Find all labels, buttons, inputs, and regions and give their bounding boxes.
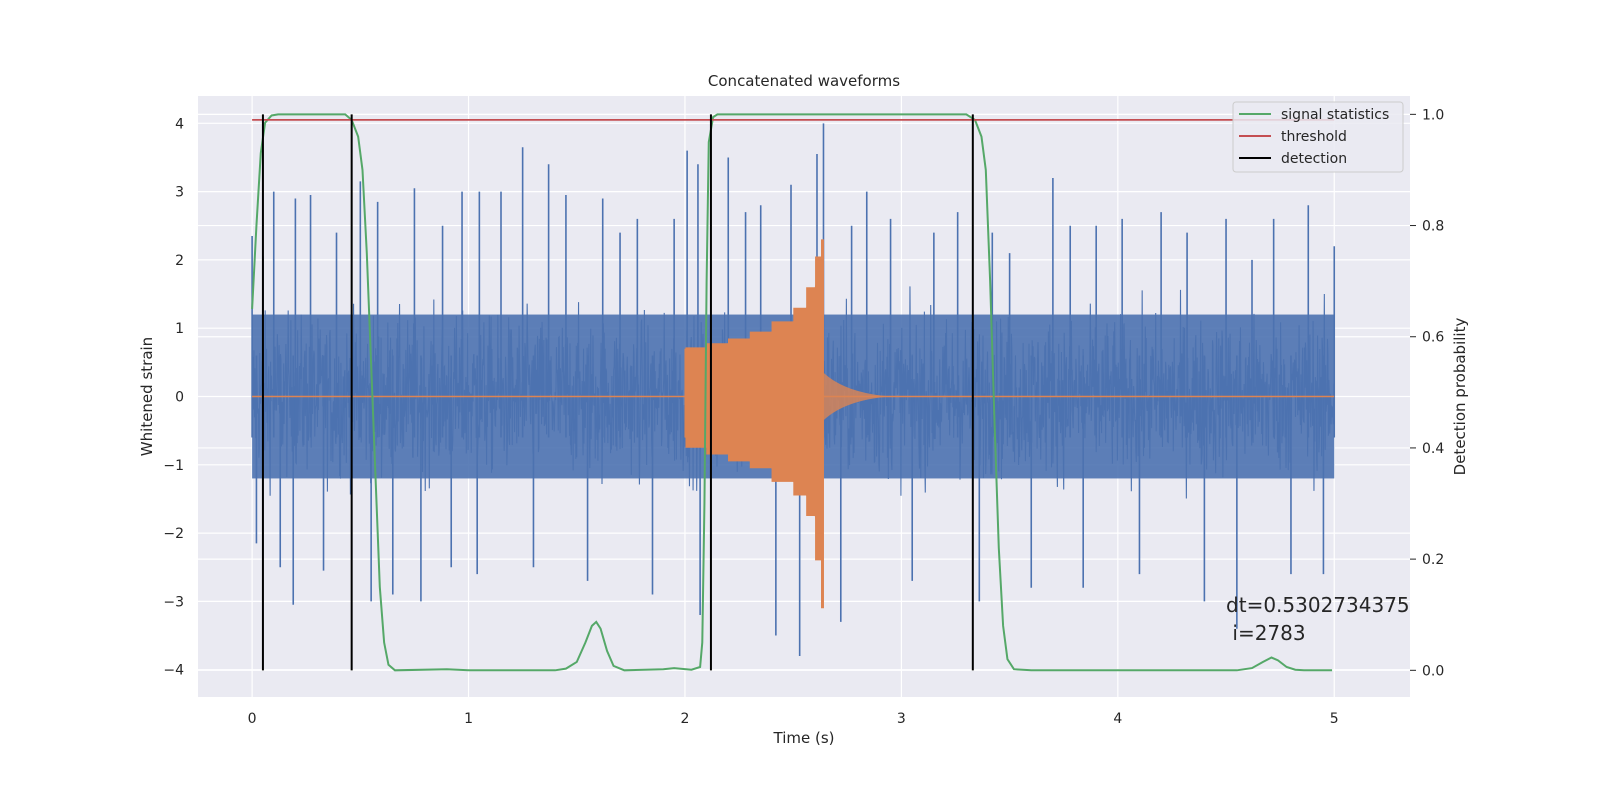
- annotation-dt: dt=0.5302734375: [1226, 593, 1410, 617]
- y2-axis-label: Detection probability: [1451, 318, 1469, 476]
- tick-labels: 0 1 2 3 4 5 −4 −3 −2 −1 0 1 2 3 4 0.0 0.2 0.4 0.6 0.8 1.0: [163, 107, 1444, 727]
- legend-label-signal-statistics: signal statistics: [1281, 107, 1389, 123]
- legend-label-detection: detection: [1281, 151, 1347, 167]
- chart-title: Concatenated waveforms: [708, 72, 900, 90]
- legend-label-threshold: threshold: [1281, 129, 1347, 145]
- y-tick-label: 2: [175, 253, 184, 269]
- y-axis-label: Whitened strain: [138, 337, 156, 456]
- y-tick-label: 0: [175, 390, 184, 406]
- y-tick-label: 4: [175, 116, 184, 132]
- y2-tick-label: 0.8: [1422, 219, 1444, 235]
- y-tick-label: −2: [163, 526, 184, 542]
- y-tick-label: 3: [175, 185, 184, 201]
- y2-tick-label: 1.0: [1422, 107, 1444, 123]
- legend-box: [1232, 101, 1404, 173]
- y2-tick-label: 0.2: [1422, 552, 1444, 568]
- annotation-index: i=2783: [1226, 621, 1306, 645]
- y2-tick-label: 0.6: [1422, 330, 1444, 346]
- x-tick-label: 0: [248, 711, 257, 727]
- data-layer: [251, 113, 1336, 672]
- x-tick-label: 2: [681, 711, 690, 727]
- chirp-series-oscillation: [684, 239, 824, 609]
- x-tick-label: 3: [897, 711, 906, 727]
- y-tick-label: −1: [163, 458, 184, 474]
- x-tick-label: 4: [1113, 711, 1122, 727]
- y2-tick-label: 0.4: [1422, 441, 1444, 457]
- noise-series-spikes: [251, 123, 1336, 657]
- x-tick-label: 1: [464, 711, 473, 727]
- legend: signal statistics threshold detection: [1232, 101, 1404, 173]
- signal-statistics-line: [251, 113, 1333, 672]
- y-tick-label: −4: [163, 663, 184, 679]
- x-tick-label: 5: [1330, 711, 1339, 727]
- x-axis-label: Time (s): [773, 729, 835, 747]
- y-tick-label: 1: [175, 321, 184, 337]
- y-tick-label: −3: [163, 594, 184, 610]
- chirp-ringdown: [823, 372, 891, 421]
- y2-tick-label: 0.0: [1422, 663, 1444, 679]
